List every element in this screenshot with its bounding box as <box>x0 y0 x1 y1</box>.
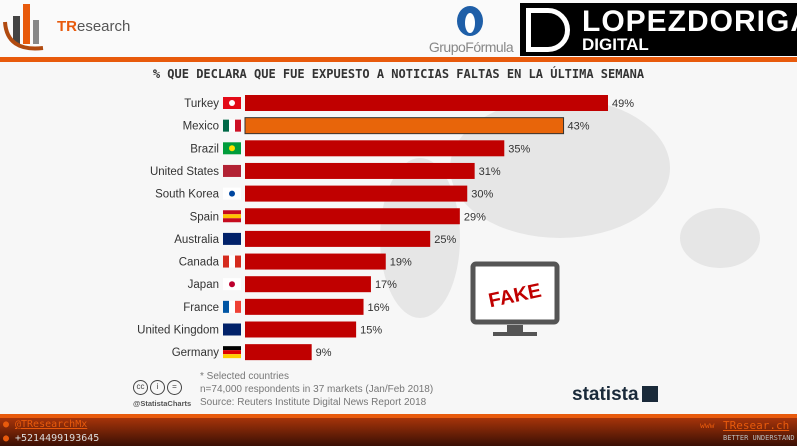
data-label: 19% <box>390 257 412 269</box>
category-label: Turkey <box>184 98 219 110</box>
nd-icon: = <box>167 380 182 395</box>
bar <box>245 208 460 225</box>
category-label: France <box>183 302 219 314</box>
footer: ● @TResearchMx ● +5214499193645 www TRes… <box>0 414 797 446</box>
grupo-formula-logo: GrupoFórmula <box>425 3 517 55</box>
by-icon: i <box>150 380 165 395</box>
bar <box>245 276 371 293</box>
data-label: 29% <box>464 211 486 223</box>
data-label: 49% <box>612 98 634 110</box>
tagline: BETTER UNDERSTAND <box>723 434 795 442</box>
bar <box>245 140 505 157</box>
flag-icon <box>223 142 241 155</box>
statista-handle: @StatistaCharts <box>133 399 192 408</box>
site-link[interactable]: TResear.ch <box>723 419 790 432</box>
flag-icon <box>223 187 241 200</box>
flag-icon <box>223 346 241 359</box>
chart-title: % QUE DECLARA QUE FUE EXPUESTO A NOTICIA… <box>152 67 645 81</box>
statista-mark-icon <box>641 386 658 402</box>
flag-icon <box>223 300 241 313</box>
data-label: 25% <box>434 234 456 246</box>
bar <box>245 162 475 179</box>
category-label: South Korea <box>155 189 220 201</box>
category-label: Japan <box>188 279 219 291</box>
bar <box>245 321 357 338</box>
grupo-formula-icon <box>457 6 483 36</box>
flag-icon <box>223 164 241 177</box>
bar <box>244 117 565 135</box>
flag-icon <box>223 97 241 109</box>
creative-commons-icons: cc i = <box>133 380 184 395</box>
flag-icon <box>223 232 241 245</box>
fake-monitor-icon: FAKE <box>470 261 560 336</box>
bar <box>245 344 312 361</box>
category-label: United States <box>150 166 219 178</box>
category-label: Canada <box>179 257 220 269</box>
data-label: 15% <box>360 325 382 337</box>
flag-icon <box>223 119 241 132</box>
bar-chart: FAKE Turkey 49% Mexico 43% Brazil 35% United S… <box>137 95 760 361</box>
tresearch-brand: TResearch <box>57 18 131 35</box>
bar <box>245 253 386 270</box>
www-icon: www <box>700 421 715 430</box>
bar <box>245 230 431 247</box>
data-label: 16% <box>368 302 390 314</box>
flag-icon <box>223 323 241 336</box>
phone-number: +5214499193645 <box>15 433 100 444</box>
twitter-handle[interactable]: @TResearchMx <box>15 419 88 430</box>
flag-icon <box>223 210 241 223</box>
tresearch-logo-icon <box>3 4 44 51</box>
category-label: United Kingdom <box>137 325 219 337</box>
data-label: 31% <box>479 166 501 178</box>
category-label: Brazil <box>190 143 219 155</box>
header-divider <box>0 57 797 62</box>
bar <box>245 95 608 111</box>
twitter-icon: ● <box>3 419 10 430</box>
category-label: Germany <box>172 347 220 359</box>
bar <box>245 185 468 202</box>
data-label: 35% <box>508 143 530 155</box>
flag-icon <box>223 255 241 268</box>
category-label: Spain <box>190 211 219 223</box>
data-label: 9% <box>316 347 332 359</box>
flag-icon <box>223 278 241 291</box>
category-label: Mexico <box>183 121 219 133</box>
data-label: 43% <box>568 121 590 133</box>
whatsapp-icon: ● <box>3 433 10 444</box>
data-label: 30% <box>471 189 493 201</box>
cc-icon: cc <box>133 380 148 395</box>
data-label: 17% <box>375 279 397 291</box>
lopezdoriga-logo: LOPEZDORIGA DIGITAL <box>520 3 797 56</box>
category-label: Australia <box>174 234 219 246</box>
bar <box>245 298 364 315</box>
statista-logo: statista <box>572 384 658 406</box>
header: TResearch GrupoFórmula LOPEZDORIGA DIGIT… <box>0 0 797 57</box>
chart-notes: * Selected countries n=74,000 respondent… <box>200 371 434 408</box>
lopezdoriga-mark-icon <box>526 8 570 52</box>
